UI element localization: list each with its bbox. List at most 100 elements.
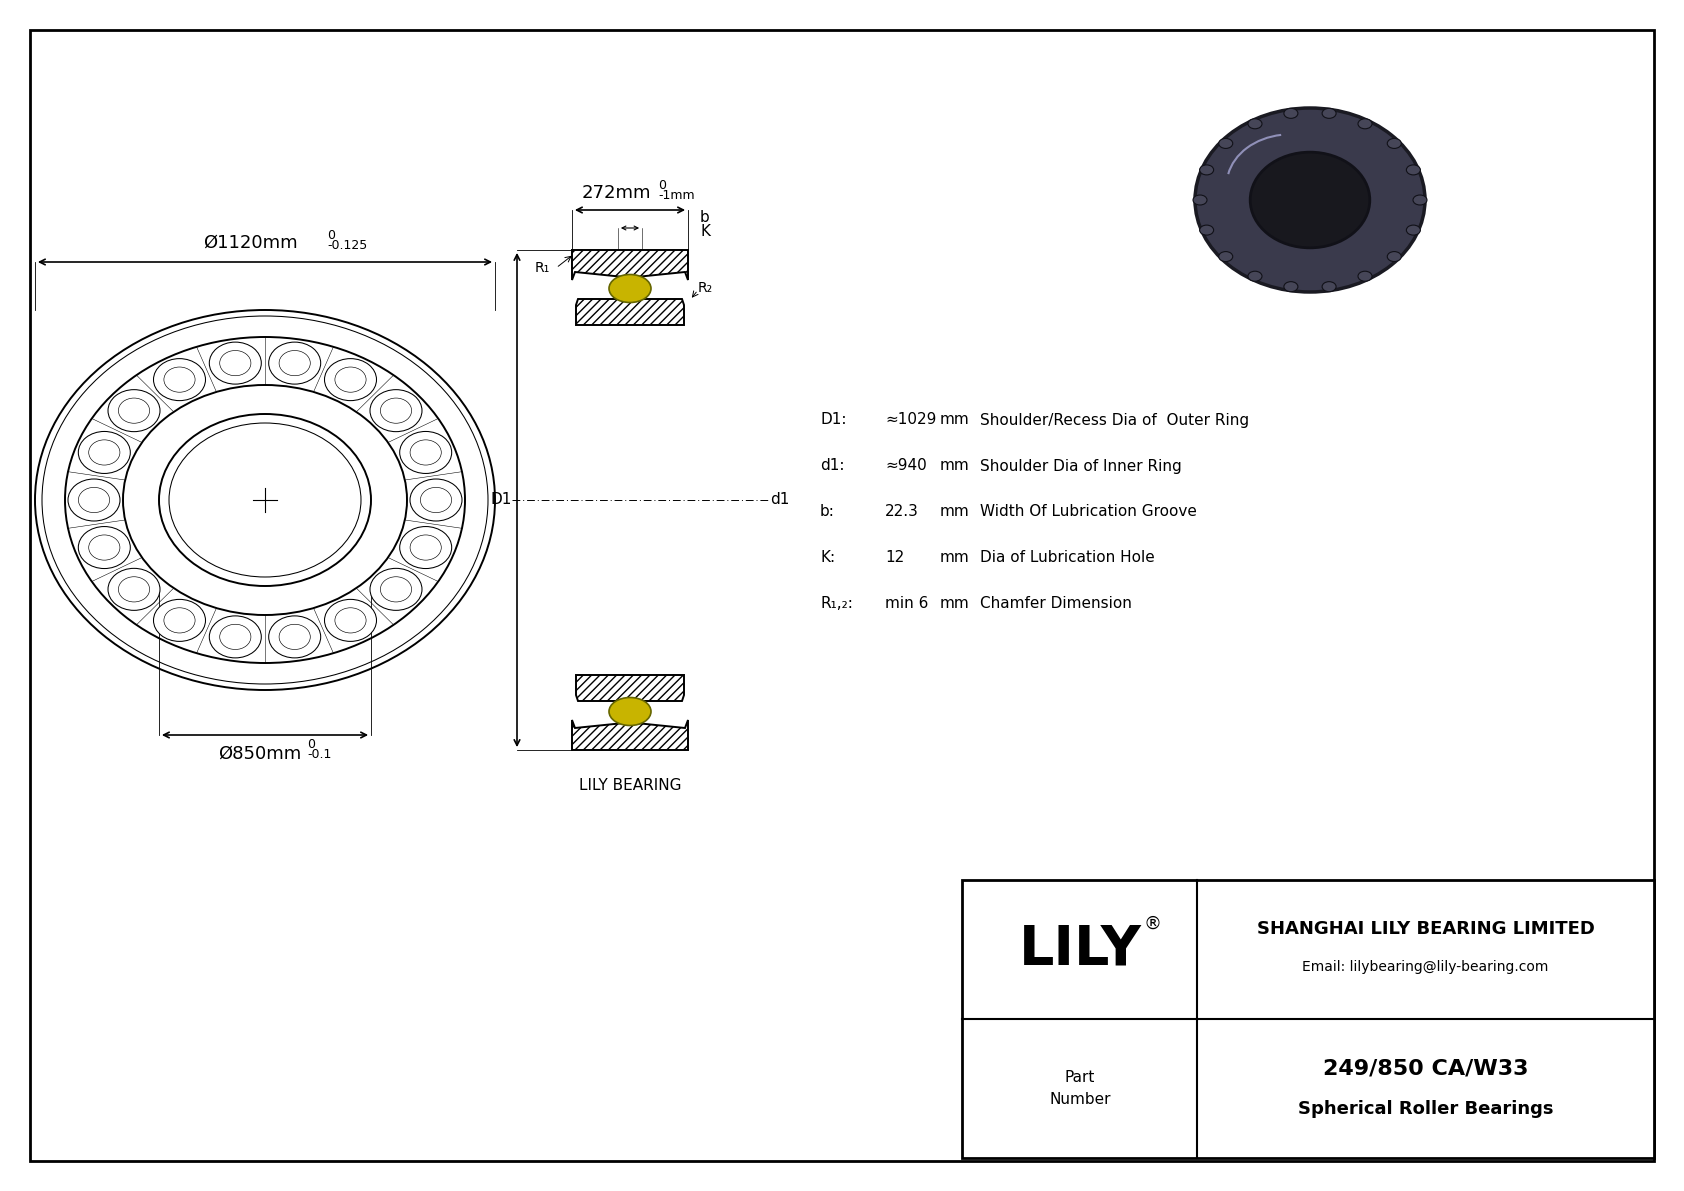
- Text: Shoulder/Recess Dia of  Outer Ring: Shoulder/Recess Dia of Outer Ring: [980, 412, 1250, 428]
- Text: Spherical Roller Bearings: Spherical Roller Bearings: [1298, 1099, 1553, 1117]
- Text: D1: D1: [490, 493, 512, 507]
- Text: Chamfer Dimension: Chamfer Dimension: [980, 597, 1132, 611]
- Text: ≈1029: ≈1029: [886, 412, 936, 428]
- Text: Ø850mm: Ø850mm: [219, 746, 301, 763]
- Ellipse shape: [1357, 272, 1372, 281]
- Ellipse shape: [335, 607, 365, 632]
- Ellipse shape: [381, 576, 411, 601]
- Ellipse shape: [399, 431, 451, 474]
- Text: ≈940: ≈940: [886, 459, 926, 474]
- Ellipse shape: [269, 342, 320, 385]
- Ellipse shape: [1248, 119, 1261, 129]
- Text: Width Of Lubrication Groove: Width Of Lubrication Groove: [980, 505, 1197, 519]
- Text: b: b: [701, 211, 709, 225]
- Text: R₁,₂:: R₁,₂:: [820, 597, 852, 611]
- Ellipse shape: [1322, 108, 1335, 118]
- Text: 0: 0: [327, 229, 335, 242]
- Ellipse shape: [168, 423, 360, 576]
- Ellipse shape: [610, 698, 652, 725]
- Ellipse shape: [1413, 195, 1426, 205]
- Text: Dia of Lubrication Hole: Dia of Lubrication Hole: [980, 550, 1155, 566]
- Polygon shape: [573, 721, 689, 750]
- Ellipse shape: [1283, 108, 1298, 118]
- Ellipse shape: [1199, 164, 1214, 175]
- Ellipse shape: [280, 350, 310, 375]
- Text: LILY BEARING: LILY BEARING: [579, 778, 682, 793]
- Ellipse shape: [1406, 225, 1420, 235]
- Ellipse shape: [219, 624, 251, 649]
- Ellipse shape: [370, 389, 423, 431]
- Ellipse shape: [1199, 225, 1214, 235]
- Ellipse shape: [280, 624, 310, 649]
- Ellipse shape: [79, 431, 130, 474]
- Ellipse shape: [1388, 138, 1401, 149]
- Polygon shape: [573, 250, 689, 280]
- Ellipse shape: [325, 358, 377, 400]
- Ellipse shape: [163, 607, 195, 632]
- Ellipse shape: [1219, 138, 1233, 149]
- Text: mm: mm: [940, 597, 970, 611]
- Ellipse shape: [1357, 119, 1372, 129]
- Polygon shape: [576, 299, 684, 325]
- Text: SHANGHAI LILY BEARING LIMITED: SHANGHAI LILY BEARING LIMITED: [1256, 921, 1595, 939]
- Ellipse shape: [209, 342, 261, 385]
- Ellipse shape: [421, 487, 451, 512]
- Ellipse shape: [1250, 152, 1369, 248]
- Text: 249/850 CA/W33: 249/850 CA/W33: [1322, 1059, 1529, 1079]
- Ellipse shape: [158, 414, 370, 586]
- Ellipse shape: [67, 479, 120, 520]
- Text: 0: 0: [306, 738, 315, 752]
- Text: min 6: min 6: [886, 597, 928, 611]
- Ellipse shape: [89, 535, 120, 560]
- Ellipse shape: [79, 526, 130, 568]
- Ellipse shape: [79, 487, 109, 512]
- Text: 0: 0: [658, 179, 665, 192]
- Text: LILY: LILY: [1019, 923, 1142, 977]
- Ellipse shape: [399, 526, 451, 568]
- Ellipse shape: [66, 337, 465, 663]
- Text: R₂: R₂: [697, 281, 712, 295]
- Text: mm: mm: [940, 505, 970, 519]
- Ellipse shape: [411, 535, 441, 560]
- Text: d1:: d1:: [820, 459, 844, 474]
- Ellipse shape: [118, 398, 150, 423]
- Text: 272mm: 272mm: [581, 183, 650, 202]
- Text: K:: K:: [820, 550, 835, 566]
- Ellipse shape: [325, 599, 377, 642]
- Bar: [962, 880, 1654, 1158]
- Text: Ø1120mm: Ø1120mm: [202, 233, 298, 252]
- Text: -1mm: -1mm: [658, 189, 694, 202]
- Ellipse shape: [219, 350, 251, 375]
- Ellipse shape: [335, 367, 365, 392]
- Ellipse shape: [153, 358, 205, 400]
- Text: Shoulder Dia of Inner Ring: Shoulder Dia of Inner Ring: [980, 459, 1182, 474]
- Ellipse shape: [89, 439, 120, 464]
- Text: R₁: R₁: [536, 261, 551, 275]
- Ellipse shape: [1388, 251, 1401, 262]
- Ellipse shape: [1322, 281, 1335, 292]
- Text: ®: ®: [1143, 915, 1160, 933]
- Ellipse shape: [123, 385, 408, 615]
- Text: Part
Number: Part Number: [1049, 1071, 1111, 1106]
- Text: d1: d1: [770, 493, 790, 507]
- Text: Email: lilybearing@lily-bearing.com: Email: lilybearing@lily-bearing.com: [1302, 960, 1549, 974]
- Ellipse shape: [35, 310, 495, 690]
- Text: D1:: D1:: [820, 412, 847, 428]
- Ellipse shape: [1196, 108, 1425, 292]
- Polygon shape: [576, 675, 684, 701]
- Ellipse shape: [108, 389, 160, 431]
- Ellipse shape: [411, 439, 441, 464]
- Text: b:: b:: [820, 505, 835, 519]
- Text: mm: mm: [940, 459, 970, 474]
- Ellipse shape: [108, 568, 160, 610]
- Text: 22.3: 22.3: [886, 505, 919, 519]
- Text: -0.125: -0.125: [327, 239, 367, 252]
- Ellipse shape: [1219, 251, 1233, 262]
- Ellipse shape: [1283, 281, 1298, 292]
- Ellipse shape: [409, 479, 461, 520]
- Text: 12: 12: [886, 550, 904, 566]
- Ellipse shape: [153, 599, 205, 642]
- Ellipse shape: [610, 274, 652, 303]
- Ellipse shape: [209, 616, 261, 657]
- Text: K: K: [701, 224, 711, 239]
